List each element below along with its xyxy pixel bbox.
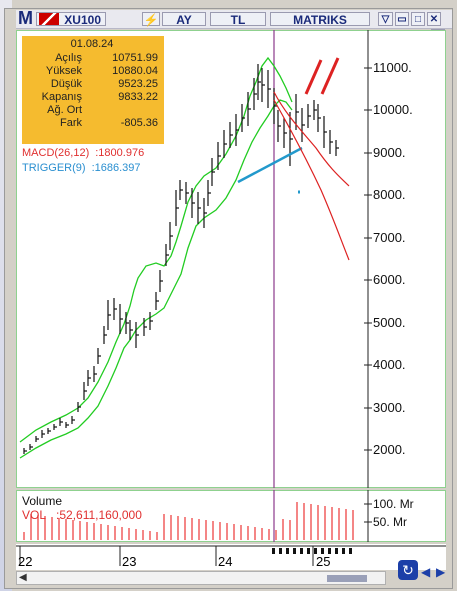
info-row-close: Kapanış 9833.22 [41,91,158,103]
info-row-change: Fark -805.36 [60,117,158,129]
red-mark-1 [304,59,323,95]
red-trend-upper [273,91,350,187]
info-row-low: Düşük 9523.25 [50,78,158,90]
scroll-left-icon[interactable]: ◀ [19,572,27,583]
info-date: 01.08.24 [70,38,114,50]
blue-trend-line [237,146,303,184]
scroll-thumb[interactable] [327,575,367,582]
volume-bars [23,502,354,540]
trigger-label: TRIGGER(9):1686.397 [22,162,141,174]
y-tick-label: 4000. [373,357,406,372]
x-tick-label: 22 [18,554,33,569]
info-row-high: Yüksek 10880.04 [45,65,158,77]
period-button[interactable]: AY [162,12,206,27]
horizontal-scrollbar[interactable]: ◀ [16,571,386,585]
x-tick-label: 23 [122,554,137,569]
vol-tick-label: 50. Mr [373,515,408,529]
y-tick-label: 2000. [373,442,406,457]
volume-label: VOL:52,611,160,000 [22,508,142,522]
lower-band [19,99,293,459]
info-row-wavg: Ağ. Ort [47,104,82,116]
y-tick-label: 7000. [373,230,406,245]
y-tick-label: 8000. [373,187,406,202]
prev-icon[interactable]: ◀ [421,565,431,579]
y-tick-label: 9000. [373,145,406,160]
volume-title: Volume [22,494,63,508]
volume-svg [23,490,372,542]
app-letter: M [18,8,33,28]
lightning-icon[interactable]: ⚡ [142,12,160,27]
ohlc-bars [23,64,339,454]
red-mark-2 [320,57,340,95]
x-tick-label: 25 [316,554,331,569]
minimize-icon[interactable]: ▭ [395,12,409,26]
symbol-box[interactable]: XU100 [36,12,106,27]
next-icon[interactable]: ▶ [436,565,446,579]
x-tick-label: 24 [218,554,233,569]
close-icon[interactable]: ✕ [427,12,441,26]
symbol-icon [39,13,59,25]
upper-band [19,56,293,443]
x-axis-panel [16,544,446,570]
y-tick-label: 3000. [373,400,406,415]
y-tick-label: 10000. [373,102,413,117]
red-trend-lower [273,99,350,261]
info-row-open: Açılış 10751.99 [55,52,158,64]
maximize-icon[interactable]: □ [411,12,425,26]
dropdown-icon[interactable]: ▽ [378,12,393,26]
price-chart-svg [19,30,372,488]
brand-label: MATRIKS [270,12,370,27]
ohlc-info-box: 01.08.24 Açılış 10751.99 Yüksek 10880.04 D… [22,36,164,144]
macd-label: MACD(26,12):1800.976 [22,147,145,159]
y-tick-label: 6000. [373,272,406,287]
symbol-label: XU100 [64,13,101,27]
x-axis-svg [16,545,446,566]
vol-tick-label: 100. Mr [373,497,414,511]
refresh-icon[interactable]: ↻ [398,560,418,580]
currency-button[interactable]: TL [210,12,266,27]
y-tick-label: 5000. [373,315,406,330]
y-tick-label: 11000. [373,60,412,75]
volume-panel[interactable] [16,490,446,542]
